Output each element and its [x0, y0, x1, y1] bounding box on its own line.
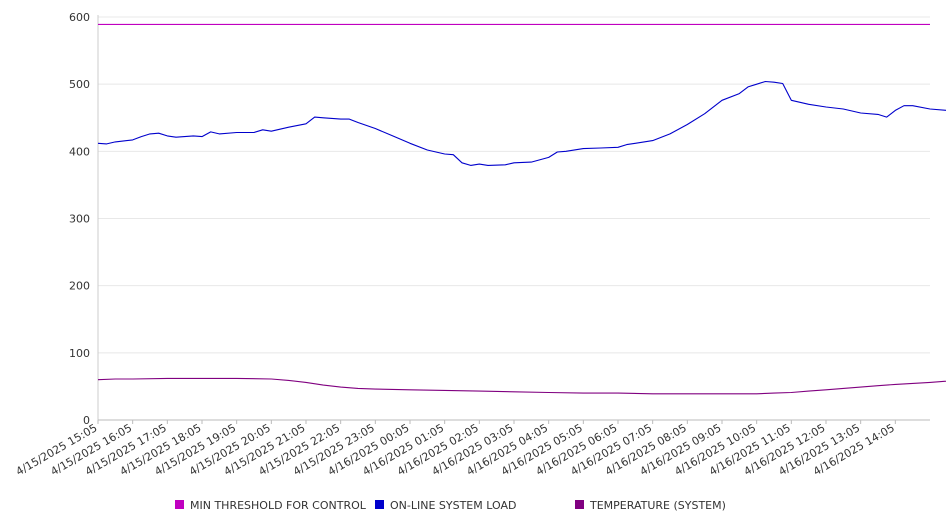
y-tick-label: 500 — [69, 78, 90, 91]
y-tick-label: 200 — [69, 280, 90, 293]
y-tick-label: 100 — [69, 347, 90, 360]
series-line-temperature-system — [97, 377, 946, 395]
y-tick-label: 400 — [69, 145, 90, 158]
legend[interactable]: MIN THRESHOLD FOR CONTROL ON-LINE SYSTEM … — [175, 499, 726, 512]
legend-swatch — [375, 500, 384, 509]
legend-label: TEMPERATURE (SYSTEM) — [589, 499, 726, 512]
legend-item-min-threshold-for-control[interactable]: MIN THRESHOLD FOR CONTROL — [175, 499, 367, 512]
legend-swatch — [175, 500, 184, 509]
y-tick-label: 300 — [69, 213, 90, 226]
gridlines — [98, 16, 930, 354]
series-line-on-line-system-load — [97, 80, 946, 166]
legend-swatch — [575, 500, 584, 509]
legend-item-on-line-system-load[interactable]: ON-LINE SYSTEM LOAD — [375, 499, 516, 512]
y-tick-label: 600 — [69, 11, 90, 24]
y-axis: 0 100 200 300 400 500 600 — [69, 11, 99, 427]
legend-item-temperature-system[interactable]: TEMPERATURE (SYSTEM) — [575, 499, 726, 512]
y-tick-label: 0 — [83, 414, 90, 427]
legend-label: MIN THRESHOLD FOR CONTROL — [190, 499, 367, 512]
series-lines — [97, 23, 946, 395]
legend-label: ON-LINE SYSTEM LOAD — [390, 499, 516, 512]
x-axis: 4/15/2025 15:054/15/2025 16:054/15/2025 … — [14, 419, 930, 478]
